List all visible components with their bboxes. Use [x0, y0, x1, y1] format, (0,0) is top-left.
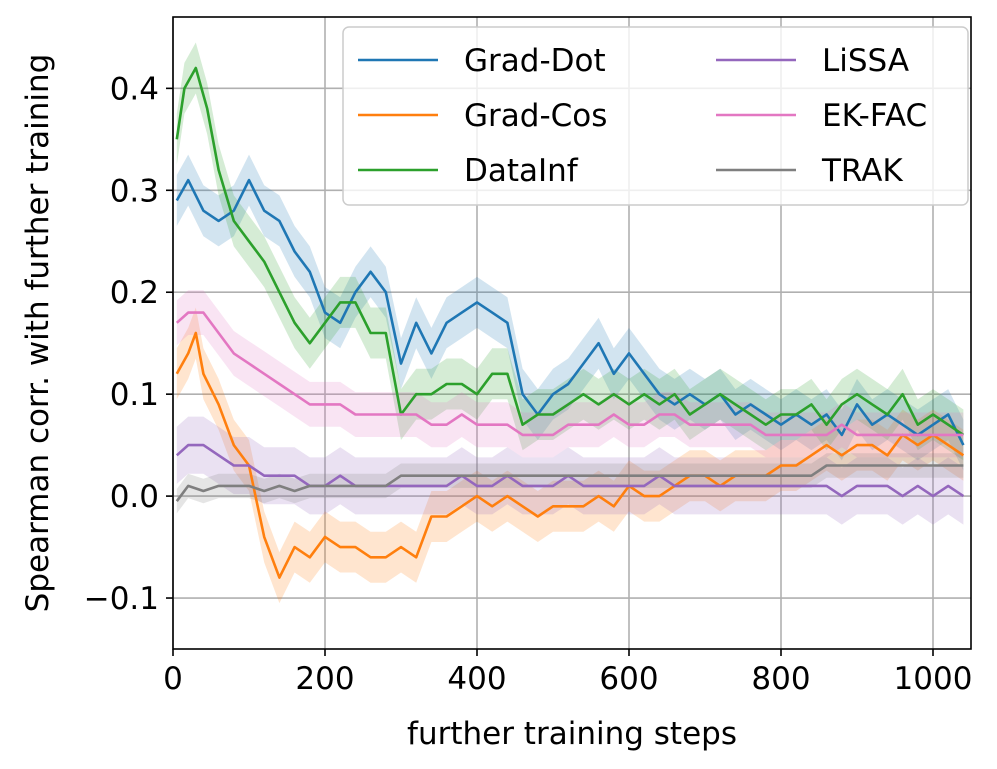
series-line-grad-dot: [175, 178, 965, 446]
y-tick-label: 0.3: [110, 173, 159, 209]
x-tick-label: 1000: [894, 661, 973, 697]
y-tick-label: 0.0: [110, 479, 159, 515]
y-axis-label: Spearman corr. with further training: [20, 54, 56, 613]
plot-frame: [172, 16, 972, 650]
legend-label-grad-dot: Grad-Dot: [464, 43, 606, 79]
band-grad-cos: [176, 307, 964, 604]
legend-box: [342, 26, 969, 206]
series-line-grad-cos: [175, 331, 965, 579]
x-tick-label: 200: [295, 661, 354, 697]
x-tick-label: 0: [163, 661, 183, 697]
x-tick-label: 600: [599, 661, 658, 697]
x-tick-label: 400: [447, 661, 506, 697]
legend-label-datainf: DataInf: [464, 153, 579, 189]
x-tick-label: 800: [751, 661, 810, 697]
x-axis-label: further training steps: [407, 716, 737, 752]
x-axis-ticks: 0 200 400 600 800 1000: [163, 649, 972, 697]
series-line-trak: [175, 464, 964, 502]
series-line-datainf: [175, 66, 965, 436]
y-tick-label: 0.4: [110, 71, 159, 107]
band-trak: [176, 453, 964, 514]
y-tick-label: 0.2: [110, 275, 159, 311]
legend-label-grad-cos: Grad-Cos: [464, 98, 607, 134]
legend-label-lissa: LiSSA: [822, 43, 909, 79]
legend: Grad-Dot Grad-Cos DataInf LiSSA EK-FAC TRAK: [342, 26, 969, 206]
series-lines: [175, 66, 965, 579]
y-tick-label: 0.1: [110, 377, 159, 413]
band-lissa: [176, 416, 964, 525]
legend-label-trak: TRAK: [821, 153, 903, 189]
y-axis-ticks: −0.1 0.0 0.1 0.2 0.3 0.4: [84, 71, 173, 617]
y-tick-label: −0.1: [84, 581, 159, 617]
band-grad-dot: [176, 154, 964, 471]
legend-label-ek-fac: EK-FAC: [822, 98, 927, 134]
band-datainf: [176, 42, 964, 461]
series-line-ek-fac: [175, 311, 964, 437]
